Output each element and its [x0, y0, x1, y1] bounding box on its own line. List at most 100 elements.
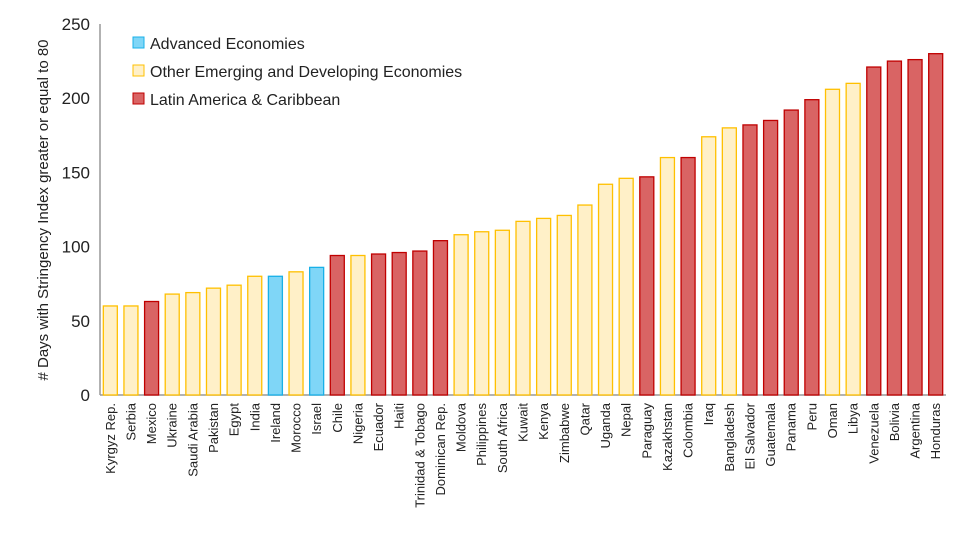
- bar: [143, 300, 160, 396]
- bar: [185, 291, 201, 396]
- bar: [680, 156, 696, 396]
- x-tick-label: Ukraine: [165, 403, 180, 448]
- x-tick-label: Kazakhstan: [660, 403, 675, 471]
- x-tick-label: Ireland: [268, 403, 283, 443]
- bar: [762, 119, 779, 396]
- x-tick-label: Trinidad & Tobago: [412, 403, 427, 508]
- bar: [866, 66, 882, 396]
- x-tick-label: Nigeria: [350, 402, 365, 444]
- x-axis-labels: Kyrgyz Rep. Serbia Mexico Ukraine Saudi Arab…: [103, 402, 943, 508]
- bar: [226, 284, 242, 396]
- bar: [535, 217, 552, 396]
- bar: [845, 82, 861, 396]
- x-tick-label: Colombia: [681, 402, 696, 458]
- bar: [494, 229, 511, 396]
- x-tick-label: Uganda: [598, 402, 613, 448]
- x-tick-label: Kenya: [536, 402, 551, 440]
- bar: [370, 253, 387, 396]
- x-tick-label: Argentina: [908, 402, 923, 458]
- bar: [102, 305, 118, 396]
- bar: [329, 254, 345, 396]
- bar: [597, 183, 614, 396]
- x-tick-label: Philippines: [474, 403, 489, 466]
- bar: [474, 231, 490, 396]
- bar: [577, 204, 593, 396]
- x-tick-label: Peru: [804, 403, 819, 430]
- bar: [804, 99, 820, 396]
- bar: [742, 124, 758, 396]
- bar: [618, 177, 634, 396]
- x-tick-label: Libya: [846, 402, 861, 434]
- x-tick-label: Venezuela: [866, 402, 881, 463]
- x-tick-label: El Salvador: [742, 402, 757, 469]
- x-tick-label: Kyrgyz Rep.: [103, 403, 118, 474]
- legend-swatch: [132, 36, 145, 49]
- x-tick-label: Oman: [825, 403, 840, 438]
- x-tick-label: Honduras: [928, 403, 943, 460]
- bar: [639, 176, 655, 396]
- bar: [453, 234, 469, 396]
- x-tick-label: Israel: [309, 403, 324, 435]
- x-tick-label: Paraguay: [639, 403, 654, 459]
- bar: [164, 293, 180, 396]
- bar: [721, 127, 737, 396]
- bar: [701, 136, 717, 396]
- x-tick-label: Bangladesh: [722, 403, 737, 472]
- x-tick-label: Serbia: [123, 402, 138, 440]
- legend-swatch: [132, 92, 145, 105]
- bar: [886, 60, 903, 396]
- bar: [288, 271, 304, 396]
- y-tick-label: 0: [81, 386, 90, 405]
- bar: [309, 266, 325, 396]
- y-tick-label: 200: [62, 89, 90, 108]
- x-tick-label: South Africa: [495, 402, 510, 473]
- legend: Advanced Economies Other Emerging and Dev…: [132, 36, 462, 109]
- y-tick-label: 50: [71, 312, 90, 331]
- bar: [391, 251, 407, 396]
- legend-label: Latin America & Caribbean: [150, 92, 340, 109]
- y-tick-label: 150: [62, 163, 90, 182]
- legend-label: Advanced Economies: [150, 36, 305, 53]
- x-tick-label: Bolivia: [887, 402, 902, 441]
- legend-label: Other Emerging and Developing Economies: [150, 64, 462, 81]
- bar: [907, 58, 923, 396]
- x-tick-label: Guatemala: [763, 402, 778, 466]
- bar: [432, 240, 449, 396]
- x-tick-label: Nepal: [619, 403, 634, 437]
- x-tick-label: India: [247, 402, 262, 431]
- x-tick-label: Mexico: [144, 403, 159, 444]
- bar: [928, 53, 944, 396]
- x-tick-label: Chile: [330, 403, 345, 433]
- bar: [205, 287, 222, 396]
- bar: [123, 305, 139, 396]
- x-tick-label: Iraq: [701, 403, 716, 425]
- y-tick-label: 250: [62, 15, 90, 34]
- bar: [783, 109, 799, 396]
- x-tick-label: Panama: [784, 402, 799, 451]
- bar: [659, 156, 676, 396]
- x-tick-label: Pakistan: [206, 403, 221, 453]
- y-tick-label: 100: [62, 238, 90, 257]
- bar: [247, 275, 263, 396]
- bar: [556, 214, 572, 396]
- legend-swatch: [132, 64, 145, 77]
- bar: [350, 254, 366, 396]
- x-tick-label: Ecuador: [371, 402, 386, 451]
- x-tick-label: Moldova: [454, 402, 469, 452]
- bars: [102, 53, 944, 396]
- x-tick-label: Kuwait: [516, 403, 531, 442]
- x-tick-label: Zimbabwe: [557, 403, 572, 463]
- x-tick-label: Qatar: [577, 402, 592, 435]
- bar: [412, 250, 428, 396]
- x-tick-label: Egypt: [227, 403, 242, 437]
- x-tick-label: Morocco: [289, 403, 304, 453]
- y-axis-label: # Days with Stringency Index greater or …: [35, 39, 52, 380]
- x-tick-label: Saudi Arabia: [185, 402, 200, 476]
- bar: [515, 220, 531, 396]
- x-tick-label: Dominican Rep.: [433, 403, 448, 496]
- x-tick-label: Haiti: [392, 403, 407, 429]
- bar: [824, 88, 841, 396]
- bar: [267, 275, 284, 396]
